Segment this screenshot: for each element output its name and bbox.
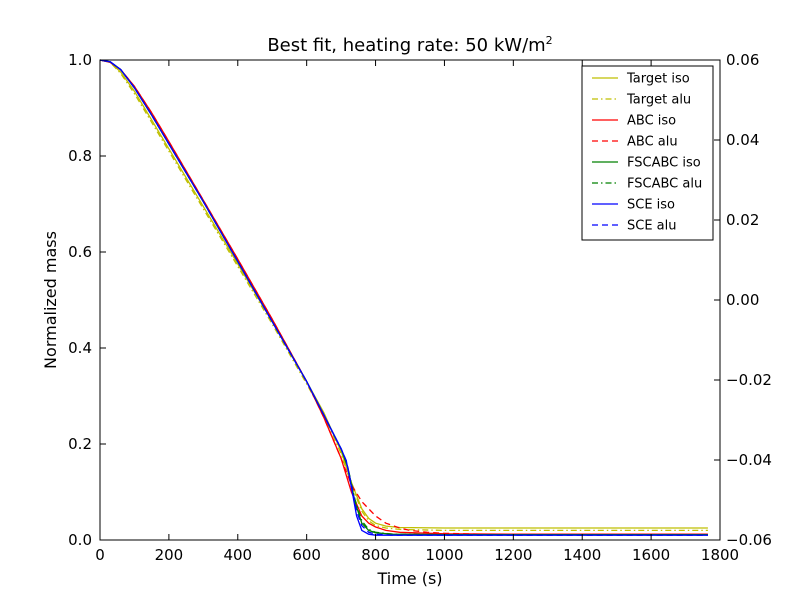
x-tick-label: 1600 <box>632 546 670 564</box>
series-line-target-iso <box>99 59 708 529</box>
legend-label-fscabc-iso: FSCABC iso <box>627 156 701 171</box>
y2-tick-label: 0.06 <box>726 51 759 69</box>
y2-tick-label: 0.02 <box>726 211 759 229</box>
legend-box <box>581 65 714 241</box>
legend-label-target-alu: Target alu <box>626 93 691 108</box>
series-line-sce-alu <box>99 59 708 536</box>
x-axis-label: Time (s) <box>376 569 442 588</box>
x-tick-label: 200 <box>155 546 184 564</box>
legend-label-sce-iso: SCE iso <box>627 198 675 213</box>
y2-tick-label: −0.06 <box>726 531 772 549</box>
legend-label-abc-iso: ABC iso <box>627 114 676 129</box>
legend-label-fscabc-alu: FSCABC alu <box>627 177 702 192</box>
chart-title: Best fit, heating rate: 50 kW/m2 <box>267 34 552 56</box>
plot-lines <box>99 59 708 536</box>
y2-tick-label: −0.02 <box>726 371 772 389</box>
y-tick-label: 0.0 <box>68 531 92 549</box>
x-tick-label: 1000 <box>425 546 463 564</box>
y-axis-label: Normalized mass <box>41 231 60 369</box>
x-tick-label: 1400 <box>563 546 601 564</box>
legend-label-target-iso: Target iso <box>626 72 690 87</box>
y-tick-label: 0.2 <box>68 435 92 453</box>
legend-label-abc-alu: ABC alu <box>627 135 678 150</box>
x-tick-label: 0 <box>95 546 105 564</box>
x-tick-label: 1200 <box>494 546 532 564</box>
legend-label-sce-alu: SCE alu <box>627 219 677 234</box>
y2-tick-label: −0.04 <box>726 451 772 469</box>
x-tick-label: 400 <box>223 546 252 564</box>
y2-tick-label: 0.00 <box>726 291 759 309</box>
x-tick-label: 800 <box>361 546 390 564</box>
axes-ticks: 0 200 400 600 800 1000 1200 1400 1600 1800 0.0 0.2 0… <box>68 51 772 564</box>
legend: Target iso Target alu ABC iso ABC alu FSCABC… <box>581 65 714 241</box>
y2-tick-label: 0.04 <box>726 131 759 149</box>
chart-title-superscript: 2 <box>546 34 553 47</box>
plot-frame <box>99 59 721 541</box>
x-tick-label: 600 <box>292 546 321 564</box>
y-tick-label: 0.6 <box>68 243 92 261</box>
series-line-target-alu <box>99 59 708 532</box>
y-tick-label: 0.8 <box>68 147 92 165</box>
y-tick-label: 0.4 <box>68 339 92 357</box>
chart-title-text: Best fit, heating rate: 50 kW/m <box>267 35 545 56</box>
x-tick-label: 1800 <box>701 546 739 564</box>
y-tick-label: 1.0 <box>68 51 92 69</box>
